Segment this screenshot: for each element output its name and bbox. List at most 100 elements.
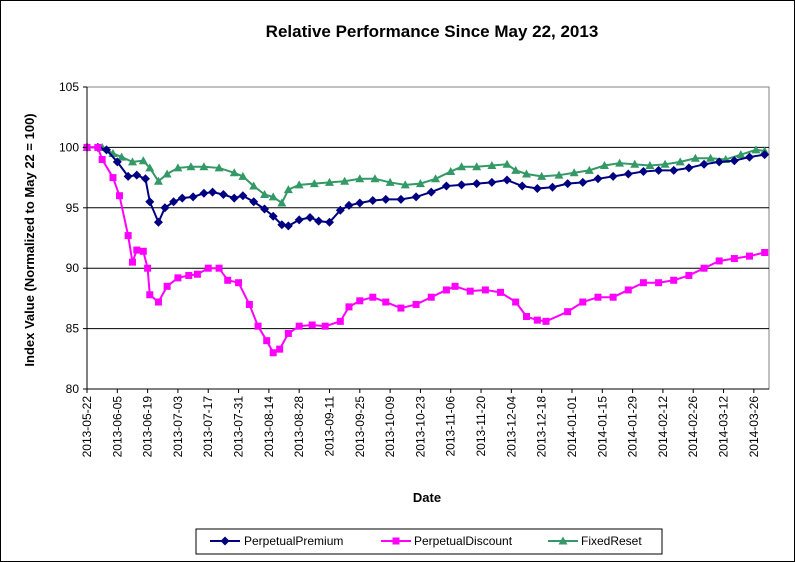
data-point bbox=[94, 143, 102, 151]
data-point bbox=[245, 300, 253, 308]
data-point bbox=[714, 157, 724, 167]
x-tick-label: 2013-10-09 bbox=[383, 396, 397, 458]
data-point bbox=[730, 255, 738, 263]
data-point bbox=[609, 293, 617, 301]
data-point bbox=[547, 182, 557, 192]
x-tick-label: 2014-03-12 bbox=[717, 396, 731, 458]
legend-item: FixedReset bbox=[548, 534, 642, 548]
data-point bbox=[426, 187, 436, 197]
data-point bbox=[654, 165, 664, 175]
data-point bbox=[497, 288, 505, 296]
data-point bbox=[745, 152, 755, 162]
data-point bbox=[699, 159, 709, 169]
data-point bbox=[715, 257, 723, 265]
data-point bbox=[368, 196, 378, 206]
data-point bbox=[324, 217, 334, 227]
data-point bbox=[144, 264, 152, 272]
data-point bbox=[174, 274, 182, 282]
legend-item: PerpetualPremium bbox=[210, 534, 343, 548]
legend-item: PerpetualDiscount bbox=[381, 534, 513, 548]
data-point bbox=[670, 276, 678, 284]
x-tick-label: 2013-09-11 bbox=[322, 396, 336, 457]
x-tick-label: 2013-07-31 bbox=[232, 396, 246, 458]
data-point bbox=[411, 192, 421, 202]
x-tick-label: 2013-08-14 bbox=[262, 396, 276, 458]
data-point bbox=[153, 176, 163, 185]
x-tick-label: 2013-08-28 bbox=[292, 396, 306, 458]
data-point bbox=[584, 165, 594, 174]
data-point bbox=[98, 155, 106, 163]
data-point bbox=[193, 270, 201, 278]
legend-marker bbox=[558, 536, 568, 545]
gridlines bbox=[87, 146, 769, 330]
legend: PerpetualPremium PerpetualDiscount FixedRe… bbox=[195, 528, 663, 555]
data-point bbox=[238, 191, 248, 201]
data-point bbox=[283, 185, 293, 194]
x-tick-label: 2013-07-17 bbox=[201, 396, 215, 458]
data-point bbox=[511, 165, 521, 174]
data-point bbox=[284, 329, 292, 337]
data-point bbox=[117, 152, 127, 161]
data-point bbox=[124, 232, 132, 240]
data-point bbox=[442, 286, 450, 294]
x-tick-label: 2013-12-18 bbox=[535, 396, 549, 458]
data-point bbox=[335, 205, 345, 215]
data-point bbox=[615, 158, 625, 167]
data-point bbox=[700, 264, 708, 272]
data-point bbox=[385, 177, 395, 186]
data-point bbox=[370, 174, 380, 183]
data-point bbox=[355, 198, 365, 208]
data-point bbox=[344, 200, 354, 210]
series-layer bbox=[82, 142, 770, 357]
data-point bbox=[145, 197, 155, 207]
data-point bbox=[123, 171, 133, 181]
x-tick-label: 2014-01-01 bbox=[565, 396, 579, 458]
data-point bbox=[238, 171, 248, 180]
legend-box bbox=[195, 528, 663, 555]
data-point bbox=[133, 246, 141, 254]
data-point bbox=[594, 293, 602, 301]
chart-title: Relative Performance Since May 22, 2013 bbox=[266, 22, 599, 41]
legend-marker bbox=[392, 537, 400, 545]
data-point bbox=[599, 161, 609, 170]
data-point bbox=[564, 308, 572, 316]
data-point bbox=[542, 317, 550, 325]
data-point bbox=[112, 157, 122, 167]
data-point bbox=[185, 271, 193, 279]
data-point bbox=[487, 161, 497, 170]
data-point bbox=[154, 298, 162, 306]
x-tick-label: 2013-09-25 bbox=[353, 396, 367, 458]
x-tick-label: 2014-03-26 bbox=[747, 396, 761, 458]
series-PerpetualPremium bbox=[82, 142, 770, 231]
data-point bbox=[321, 322, 329, 330]
data-point bbox=[579, 298, 587, 306]
data-point bbox=[624, 286, 632, 294]
y-tick-label: 95 bbox=[66, 201, 80, 215]
data-point bbox=[101, 145, 111, 155]
data-point bbox=[229, 193, 239, 203]
data-point bbox=[533, 316, 541, 324]
data-point bbox=[563, 179, 573, 189]
data-point bbox=[268, 211, 278, 221]
data-point bbox=[177, 193, 187, 203]
series-PerpetualDiscount bbox=[83, 143, 769, 357]
legend-label: FixedReset bbox=[581, 534, 642, 548]
data-point bbox=[512, 298, 520, 306]
data-point bbox=[690, 153, 700, 162]
x-tick-label: 2013-10-23 bbox=[413, 396, 427, 458]
data-point bbox=[145, 163, 155, 172]
data-point bbox=[608, 171, 618, 181]
data-point bbox=[160, 203, 170, 213]
data-point bbox=[254, 322, 262, 330]
data-point bbox=[295, 322, 303, 330]
legend-label: PerpetualPremium bbox=[244, 534, 343, 548]
data-point bbox=[415, 179, 425, 188]
data-point bbox=[623, 169, 633, 179]
data-point bbox=[397, 304, 405, 312]
y-axis: 80 85 90 95 100 105 bbox=[59, 80, 88, 396]
data-point bbox=[578, 177, 588, 187]
data-point bbox=[522, 169, 532, 178]
data-point bbox=[412, 300, 420, 308]
data-point bbox=[638, 167, 648, 177]
